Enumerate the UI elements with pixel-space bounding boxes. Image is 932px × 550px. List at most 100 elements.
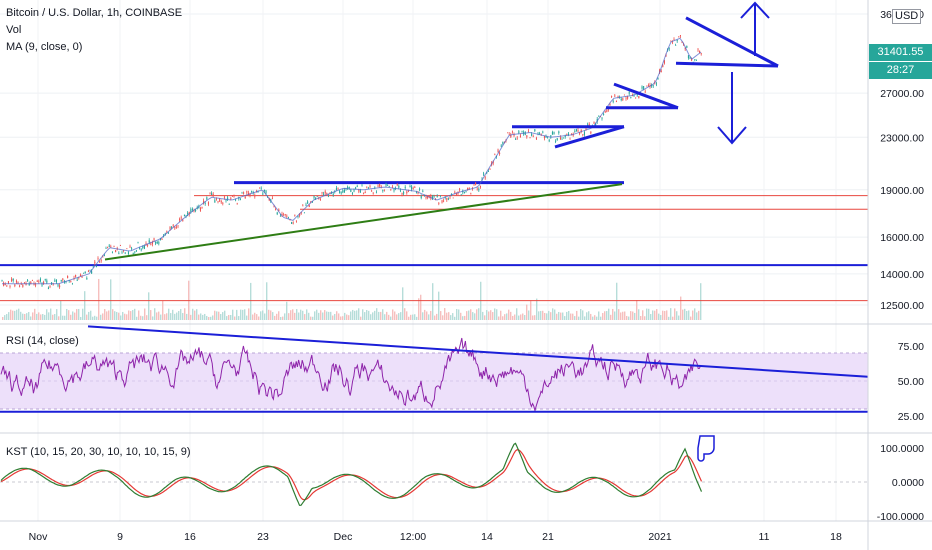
volume-bar — [630, 311, 632, 320]
price-candle-body — [411, 186, 413, 190]
price-candle-body — [327, 195, 329, 197]
price-candle-body — [447, 198, 449, 200]
price-candle-body — [19, 285, 21, 287]
volume-bar — [638, 309, 640, 320]
volume-bar — [278, 311, 280, 320]
volume-bar — [102, 313, 104, 320]
price-candle-body — [17, 282, 19, 284]
volume-bar — [322, 312, 324, 320]
pennant-upper-line — [613, 82, 679, 110]
volume-bar — [64, 315, 66, 320]
volume-bar — [342, 316, 344, 320]
price-candle-body — [595, 123, 597, 126]
volume-bar — [52, 314, 54, 320]
volume-bar — [132, 310, 134, 320]
currency-label[interactable]: USD — [892, 9, 922, 24]
price-candle-body — [187, 212, 189, 215]
volume-bar — [576, 310, 578, 320]
volume-bar — [158, 311, 160, 320]
volume-bar — [150, 310, 152, 320]
volume-bar — [362, 309, 364, 320]
price-candle-body — [254, 195, 256, 197]
volume-bar — [682, 309, 684, 320]
volume-bar — [74, 312, 76, 320]
price-candle-body — [419, 188, 421, 190]
price-candle-body — [361, 185, 363, 187]
volume-bar — [582, 310, 584, 320]
volume-bar — [636, 300, 638, 320]
price-candle-body — [123, 250, 125, 251]
x-axis-tick-label: 14 — [481, 531, 493, 543]
x-axis-tick-label: 16 — [184, 531, 196, 543]
price-candle-body — [425, 196, 427, 198]
volume-bar — [304, 314, 306, 320]
volume-bar — [114, 311, 116, 320]
volume-bar — [136, 316, 138, 320]
price-candle-body — [684, 47, 686, 50]
volume-bar — [46, 309, 48, 320]
volume-bar — [186, 313, 188, 320]
price-candle-body — [227, 197, 229, 200]
volume-bar — [548, 310, 550, 320]
volume-bar — [212, 315, 214, 320]
price-candle-body — [263, 189, 265, 192]
volume-bar — [580, 309, 582, 320]
kst-series — [0, 435, 715, 506]
volume-bar — [32, 312, 34, 320]
volume-bar — [72, 311, 74, 320]
volume-bar — [660, 315, 662, 320]
price-candle-body — [539, 133, 541, 135]
price-candle-body — [67, 275, 69, 279]
price-candle-body — [420, 196, 422, 198]
volume-bar — [670, 308, 672, 320]
kst-legend[interactable]: KST (10, 15, 20, 30, 10, 10, 10, 15, 9) — [6, 446, 191, 458]
volume-bar — [666, 310, 668, 320]
price-candle-body — [500, 145, 502, 147]
volume-bar — [226, 316, 228, 320]
price-candle-body — [332, 193, 334, 195]
symbol-title[interactable]: Bitcoin / U.S. Dollar, 1h, COINBASE — [6, 7, 183, 19]
volume-bar — [656, 309, 658, 320]
price-candle-body — [398, 185, 400, 188]
price-candle-body — [103, 255, 105, 257]
price-candle-body — [694, 59, 696, 60]
volume-bar — [690, 316, 692, 320]
price-candle-body — [476, 188, 478, 190]
price-candle-body — [689, 57, 691, 59]
volume-bar — [438, 291, 440, 320]
price-candle-body — [196, 207, 198, 210]
volume-bar — [588, 311, 590, 320]
volume-bar — [392, 309, 394, 320]
price-candle-body — [108, 245, 110, 247]
volume-bar — [208, 316, 210, 320]
price-candle-body — [201, 207, 203, 208]
rsi-legend[interactable]: RSI (14, close) — [6, 335, 79, 347]
price-candle-body — [166, 231, 168, 233]
volume-bar — [428, 314, 430, 320]
price-candle-body — [646, 85, 648, 87]
volume-bar — [236, 309, 238, 320]
volume-bar — [578, 316, 580, 320]
volume-bar — [274, 315, 276, 320]
price-candle-body — [193, 210, 195, 212]
price-candle-body — [463, 192, 465, 194]
price-candle-body — [230, 198, 232, 200]
volume-bar — [204, 313, 206, 320]
price-candle-body — [148, 240, 150, 243]
price-candle-body — [452, 197, 454, 199]
volume-bar — [532, 315, 534, 320]
price-candle-body — [647, 85, 649, 87]
price-candle-body — [78, 277, 80, 279]
volume-bar — [366, 310, 368, 320]
price-candle-body — [118, 252, 120, 254]
trendlines — [104, 16, 779, 261]
uptrend-line — [104, 183, 623, 261]
ma-legend[interactable]: MA (9, close, 0) — [6, 41, 83, 53]
volume-bar — [634, 312, 636, 320]
price-candle-body — [206, 197, 208, 200]
volume-bar — [698, 310, 700, 320]
volume-bar — [42, 314, 44, 320]
volume-bar — [182, 313, 184, 320]
volume-legend[interactable]: Vol — [6, 24, 22, 36]
volume-bar — [16, 309, 18, 320]
